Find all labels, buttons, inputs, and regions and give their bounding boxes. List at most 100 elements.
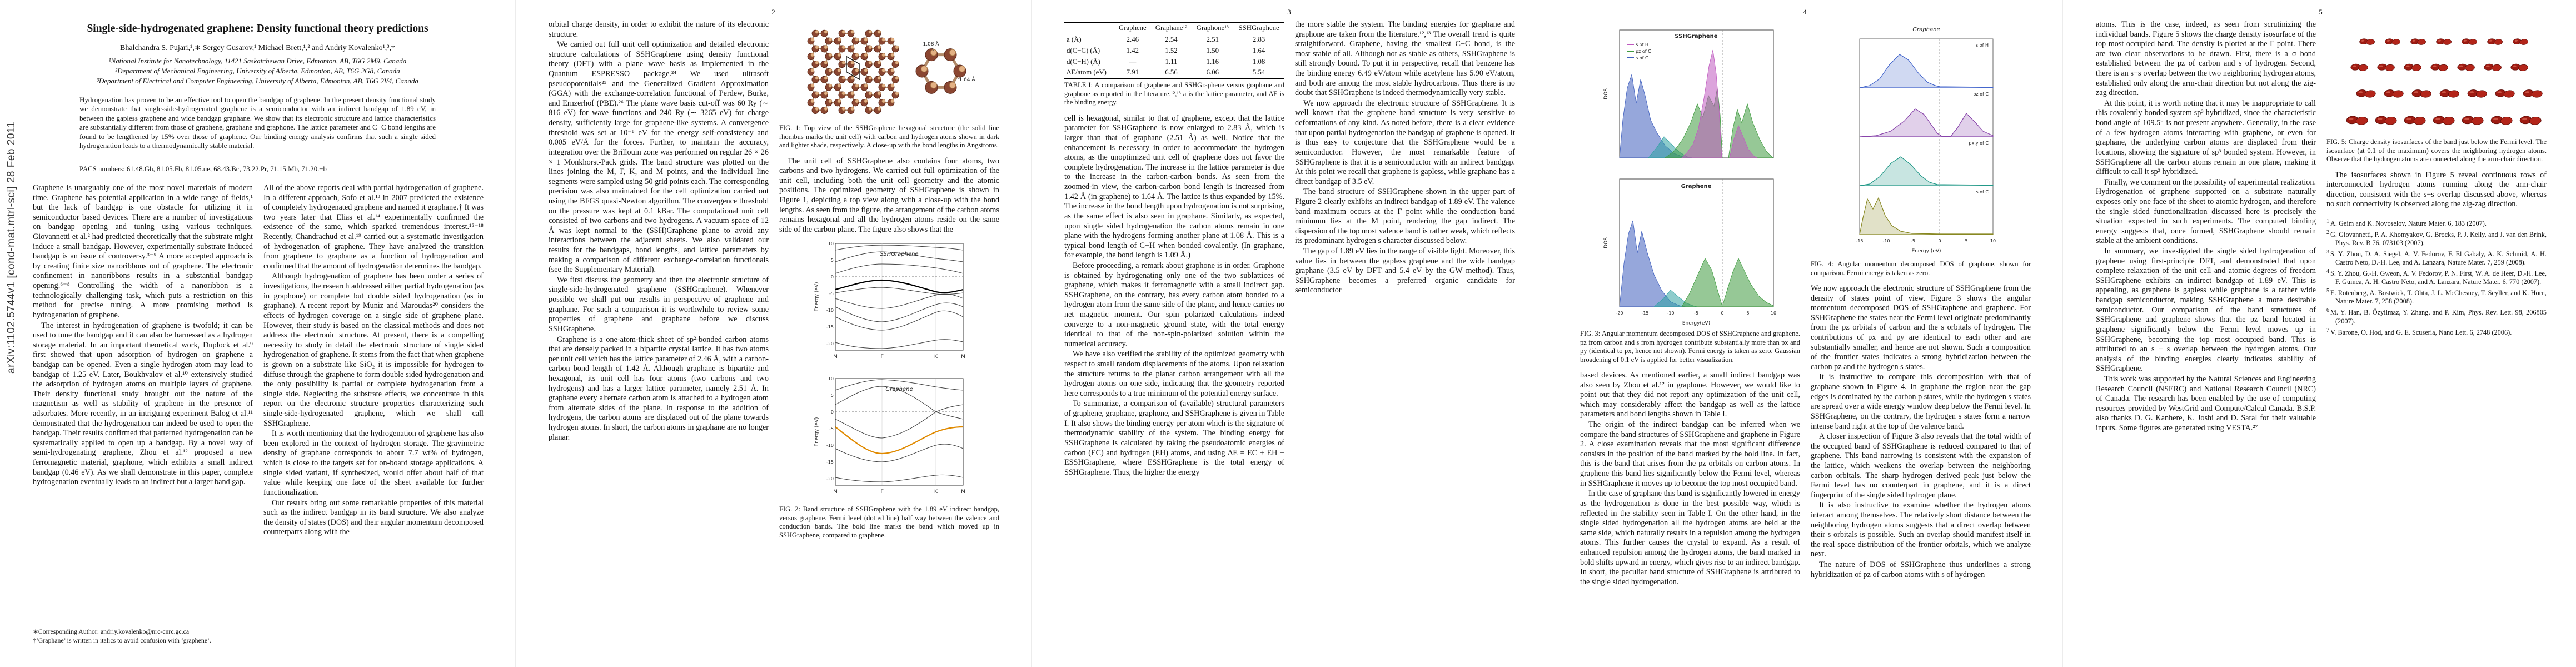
tick-label: 0 (830, 410, 833, 415)
page5-column-left: atoms. This is the case, indeed, as seen… (2096, 20, 2316, 645)
reference-item: 2 G. Giovannetti, P. A. Khomyakov, G. Bro… (2326, 230, 2547, 247)
tick-label: K (934, 489, 938, 495)
panel-title-sshgraphene: SSHGraphene (1675, 33, 1717, 39)
x-axis-label: Energy (eV) (1911, 248, 1941, 254)
table-cell: 6.56 (1165, 68, 1178, 77)
tick-label: 5 (830, 393, 833, 398)
tick-label: 5 (1965, 238, 1967, 243)
abstract-text: Hydrogenation has proven to be an effect… (79, 96, 436, 150)
table-cell: 5.54 (1252, 68, 1265, 77)
tick-label: 0 (1721, 311, 1723, 316)
body-paragraph: atoms. This is the case, indeed, as seen… (2096, 20, 2316, 98)
body-paragraph: It is also instructive to examine whethe… (1811, 501, 2031, 559)
table-cell: 1.08 (1252, 57, 1265, 66)
page-number: 5 (2319, 8, 2323, 16)
body-paragraph: Our results bring out some remarkable pr… (263, 498, 484, 537)
footnotes: ∗Corresponding Author: andriy.kovalenko@… (33, 625, 253, 645)
fig5-isosurface-svg (2345, 37, 2543, 127)
body-paragraph: The isosurfaces shown in Figure 5 reveal… (2326, 170, 2547, 209)
reference-number: 7 (2326, 327, 2329, 334)
page5-column-right: FIG. 5: Charge density isosurfaces of th… (2326, 20, 2547, 645)
body-paragraph: The gap of 1.89 eV lies in the range of … (1295, 247, 1515, 295)
body-paragraph: orbital charge density, in order to exhi… (549, 20, 769, 39)
reference-number: 4 (2326, 268, 2329, 275)
body-paragraph: The band structure of SSHGraphene shown … (1295, 187, 1515, 246)
body-paragraph: We now approach the electronic structure… (1811, 284, 2031, 371)
table-row: d(C−H) (Å) — 1.11 1.16 1.08 (1064, 57, 1284, 68)
authors-line: Bhalchandra S. Pujari,¹,∗ Sergey Gusarov… (120, 44, 395, 52)
reference-number: 6 (2326, 307, 2329, 314)
table-cell: d(C−C) (Å) (1067, 46, 1100, 54)
legend-entry: s of H (1636, 42, 1648, 47)
fig1-structure: 1.64 Å 1.08 Å (779, 22, 999, 122)
y-axis-label: Energy (eV) (814, 282, 820, 312)
tick-label: 5 (830, 258, 833, 263)
footnote-graphane: †‘Graphane’ is written in italics to avo… (33, 636, 211, 644)
y-axis-label: DOS (1603, 237, 1609, 248)
page4-column-right: Graphane s of H pz of C px,y of C s of C (1811, 20, 2031, 645)
body-paragraph: Finally, we comment on the possibility o… (2096, 177, 2316, 246)
tick-label: M (961, 489, 965, 495)
tick-label: -20 (826, 476, 833, 481)
tick-label: 10 (1771, 311, 1776, 316)
body-paragraph: We carried out full unit cell optimizati… (549, 40, 769, 275)
page3-column-right: the more stable the system. The binding … (1295, 20, 1515, 645)
body-paragraph: cell is hexagonal, similar to that of gr… (1064, 113, 1284, 260)
body-paragraph: The origin of the indirect bandgap can b… (1580, 420, 1800, 488)
fig1-structure-svg: 1.64 Å 1.08 Å (807, 29, 975, 115)
tick-label: -20 (1616, 311, 1623, 316)
fig2-bandstructure-svg: 10 5 0 -5 -10 -15 -20 10 5 0 -5 -10 -15 … (814, 241, 965, 495)
panel-label: s of C (1976, 190, 1989, 195)
reference-item: 1 A. Geim and K. Novoselov, Nature Mater.… (2326, 218, 2547, 228)
affiliation-line: ²Department of Mechanical Engineering, U… (115, 67, 400, 76)
bold-band-sshg (835, 280, 963, 293)
page4-column-left: s of H pz of C s of C SSHGraphene Graphe… (1580, 20, 1800, 645)
body-paragraph: To summarize, a comparison of (available… (1064, 399, 1284, 477)
tick-label: -5 (1911, 238, 1915, 243)
references-list: 1 A. Geim and K. Novoselov, Nature Mater.… (2326, 218, 2547, 337)
table-cell: Graphane¹² (1150, 22, 1192, 34)
tick-label: 10 (828, 376, 833, 381)
tick-label: -15 (1856, 238, 1863, 243)
tick-label: -10 (826, 443, 833, 448)
tick-label: M (833, 354, 838, 360)
page-number: 4 (1803, 8, 1807, 16)
affiliation-line: ¹National Institute for Nanotechnology, … (108, 57, 407, 65)
panel-label: px,y of C (1969, 141, 1989, 146)
page-1: arXiv:1102.5744v1 [cond-mat.mtrl-sci] 28… (0, 0, 515, 667)
table-cell: a (Å) (1067, 35, 1082, 43)
tick-label: M (833, 489, 838, 495)
legend-entry: s of C (1636, 56, 1648, 61)
table-cell: 1.16 (1206, 57, 1219, 66)
table-cell: SSHGraphene (1233, 22, 1284, 34)
bond-length-ch-label: 1.08 Å (923, 41, 939, 47)
reference-text: E. Rotenberg, A. Bostwick, T. Ohta, J. L… (2330, 289, 2547, 306)
unit-cell-outline (846, 56, 860, 81)
body-paragraph: All of the above reports deal with parti… (263, 183, 484, 271)
fig4-graphane-dos-svg: Graphane s of H pz of C px,y of C s of C (1856, 27, 1996, 254)
tick-label: -15 (826, 460, 833, 465)
tick-label: M (961, 354, 965, 360)
page1-column-right: All of the above reports deal with parti… (263, 183, 484, 645)
body-paragraph: The unit cell of SSHGraphene also contai… (779, 156, 999, 234)
tick-label: -10 (826, 308, 833, 313)
table-cell: 1.50 (1206, 46, 1219, 54)
page-3: 3 Graphene Graphane¹² Graphone¹³ SSHGrap… (1031, 0, 1547, 667)
tick-label: -15 (1641, 311, 1648, 316)
table-cell: — (1129, 57, 1137, 66)
table-cell: 1.42 (1126, 46, 1139, 54)
page2-column-right: 1.64 Å 1.08 Å FIG. 1: Top view of the SS… (779, 20, 999, 645)
bold-band-graphene (834, 426, 963, 455)
fig3-dos-svg: s of H pz of C s of C SSHGraphene Graphe… (1603, 29, 1776, 326)
tick-label: -10 (1882, 238, 1890, 243)
reference-item: 6 M. Y. Han, B. Özyilmaz, Y. Zhang, and P… (2326, 307, 2547, 325)
table-cell: 2.83 (1252, 35, 1265, 43)
y-axis-label: DOS (1603, 88, 1609, 99)
tick-label: -5 (829, 426, 834, 431)
body-paragraph: In the case of graphane this band is sig… (1580, 489, 1800, 586)
isosurface-row (2355, 88, 2543, 99)
fig3-caption: FIG. 3: Angular momentum decomposed DOS … (1580, 330, 1800, 364)
pacs-line: PACS numbers: 61.48.Gh, 81.05.Fb, 81.05.… (79, 165, 327, 173)
table-cell (1064, 22, 1115, 34)
body-paragraph: We have also verified the stability of t… (1064, 350, 1284, 398)
